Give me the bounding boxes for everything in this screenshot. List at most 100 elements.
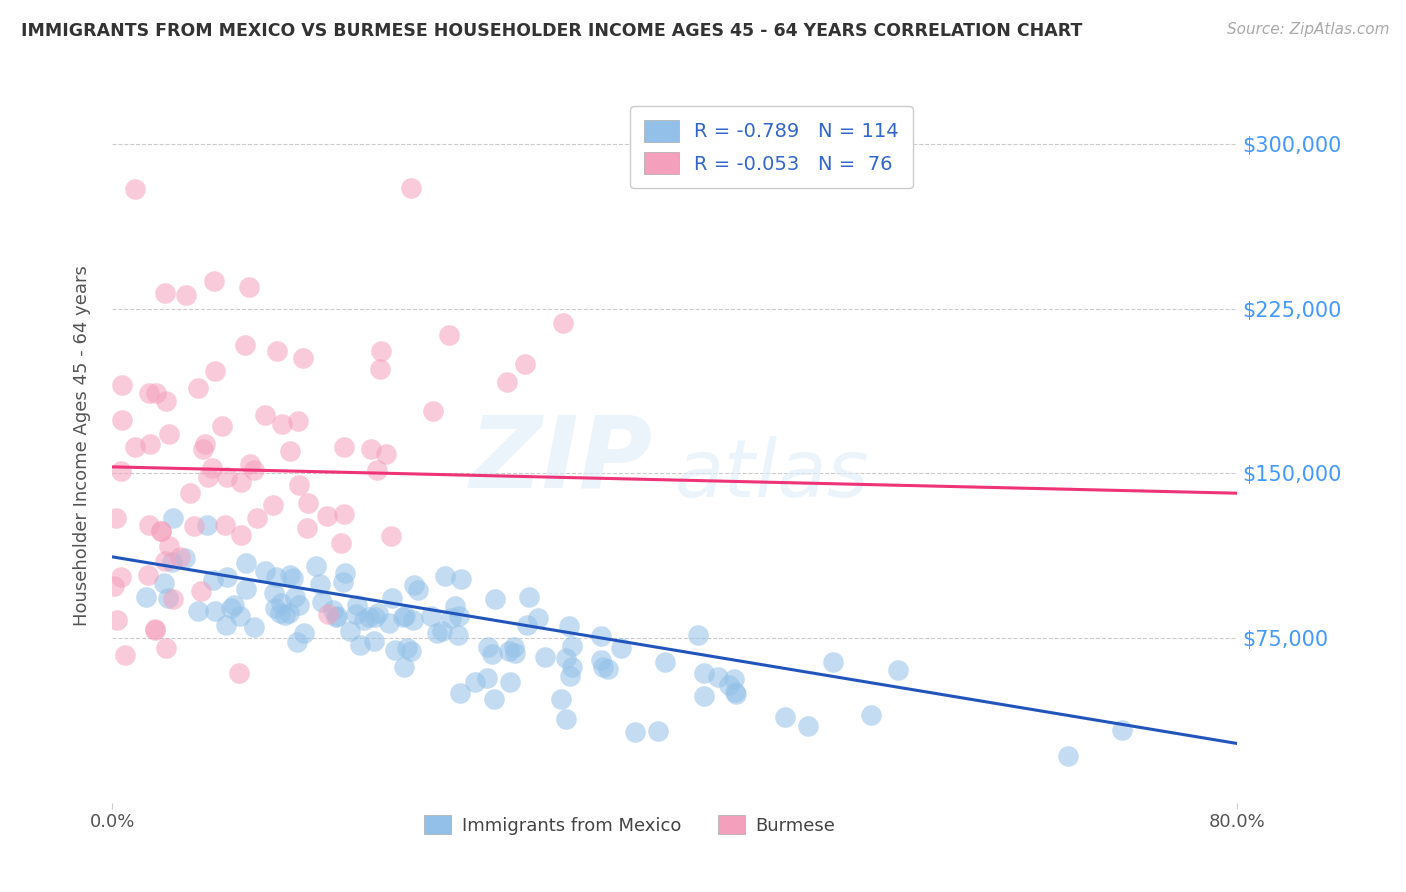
Point <box>174 288 197 302</box>
Point <box>381 591 404 606</box>
Point <box>422 404 444 418</box>
Point <box>359 610 381 624</box>
Point <box>718 678 741 692</box>
Point <box>238 279 260 293</box>
Point <box>103 579 125 593</box>
Point <box>162 592 184 607</box>
Point <box>292 625 315 640</box>
Point <box>380 529 402 543</box>
Point <box>204 364 226 378</box>
Point <box>1111 723 1133 737</box>
Point <box>162 511 184 525</box>
Point <box>138 518 160 533</box>
Point <box>399 644 422 658</box>
Point <box>235 582 257 596</box>
Point <box>217 469 239 483</box>
Point <box>589 629 612 643</box>
Point <box>297 521 319 535</box>
Point <box>221 601 243 615</box>
Point <box>124 440 146 454</box>
Point <box>204 604 226 618</box>
Legend: Immigrants from Mexico, Burmese: Immigrants from Mexico, Burmese <box>415 806 845 844</box>
Point <box>392 609 415 624</box>
Point <box>503 646 526 660</box>
Point <box>399 180 422 194</box>
Point <box>558 668 581 682</box>
Point <box>157 539 180 553</box>
Point <box>145 386 167 401</box>
Point <box>553 316 575 330</box>
Point <box>242 620 264 634</box>
Point <box>174 551 197 566</box>
Point <box>513 357 536 371</box>
Point <box>111 413 134 427</box>
Point <box>561 660 583 674</box>
Point <box>654 655 676 669</box>
Point <box>278 567 301 582</box>
Point <box>693 666 716 681</box>
Point <box>432 624 454 639</box>
Point <box>239 457 262 471</box>
Point <box>194 437 217 451</box>
Point <box>353 613 375 627</box>
Point <box>402 613 425 627</box>
Point <box>124 182 146 196</box>
Point <box>592 660 614 674</box>
Point <box>229 528 252 542</box>
Point <box>139 437 162 451</box>
Point <box>283 571 305 585</box>
Point <box>138 385 160 400</box>
Point <box>367 607 389 621</box>
Point <box>271 417 294 431</box>
Point <box>496 376 519 390</box>
Point <box>394 608 416 623</box>
Point <box>555 651 578 665</box>
Point <box>406 583 429 598</box>
Point <box>150 524 173 539</box>
Point <box>297 496 319 510</box>
Point <box>533 650 555 665</box>
Point <box>329 536 352 550</box>
Point <box>823 655 845 669</box>
Point <box>402 578 425 592</box>
Point <box>285 634 308 648</box>
Point <box>498 674 520 689</box>
Point <box>516 617 538 632</box>
Point <box>155 640 177 655</box>
Point <box>246 511 269 525</box>
Point <box>349 638 371 652</box>
Point <box>201 574 224 588</box>
Point <box>287 414 309 428</box>
Point <box>235 338 257 352</box>
Point <box>440 611 463 625</box>
Point <box>368 361 391 376</box>
Point <box>292 351 315 366</box>
Text: ZIP: ZIP <box>470 412 652 508</box>
Point <box>179 485 201 500</box>
Point <box>254 409 277 423</box>
Point <box>439 327 461 342</box>
Point <box>550 691 572 706</box>
Point <box>197 470 219 484</box>
Point <box>375 447 398 461</box>
Point <box>555 712 578 726</box>
Point <box>104 511 127 525</box>
Point <box>477 640 499 655</box>
Point <box>160 555 183 569</box>
Point <box>446 628 468 642</box>
Point <box>284 590 307 604</box>
Point <box>344 607 367 622</box>
Point <box>288 478 311 492</box>
Point <box>211 418 233 433</box>
Point <box>305 559 328 574</box>
Point <box>114 648 136 663</box>
Point <box>498 644 520 658</box>
Point <box>110 569 132 583</box>
Point <box>229 609 252 624</box>
Point <box>598 662 620 676</box>
Point <box>723 672 745 686</box>
Point <box>197 517 219 532</box>
Point <box>105 613 128 627</box>
Point <box>135 591 157 605</box>
Point <box>315 508 337 523</box>
